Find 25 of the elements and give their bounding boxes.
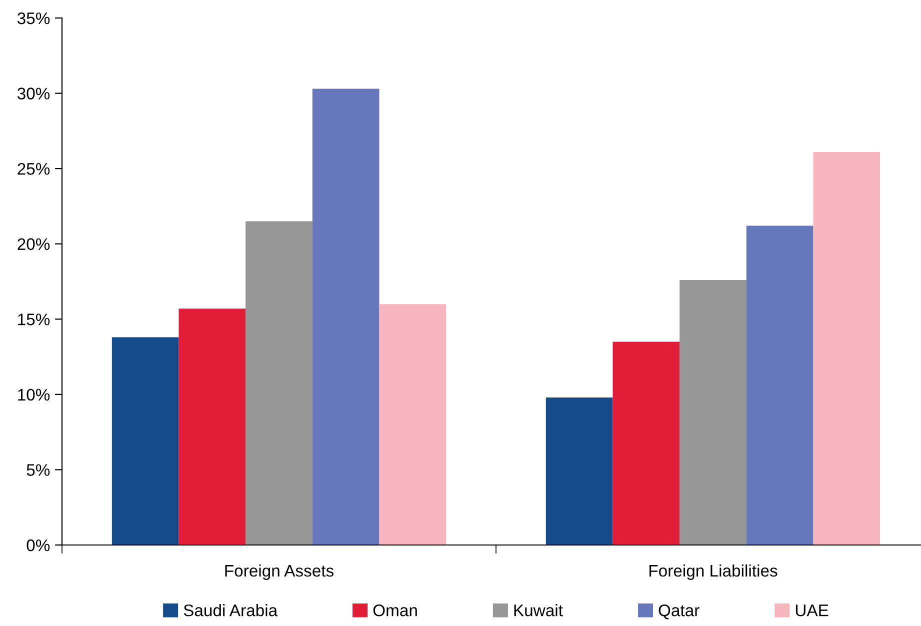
legend-label: Kuwait [514, 604, 563, 616]
bar [746, 226, 814, 545]
bar [112, 337, 179, 545]
x-tick-label: Foreign Liabilities [650, 564, 778, 580]
legend-label: Oman [373, 604, 417, 616]
y-tick-label: 0% [26, 539, 50, 552]
y-tick-label: 35% [17, 12, 50, 24]
y-tick-label: 5% [26, 464, 50, 476]
legend-label: UAE [796, 604, 828, 616]
legend-label: Qatar [658, 604, 700, 620]
bar [178, 308, 246, 545]
y-tick-label: 20% [18, 238, 50, 250]
legend-label: Saudi Arabia [184, 604, 278, 616]
bar [546, 397, 613, 545]
x-tick-label: Foreign Assets [225, 564, 334, 580]
y-tick-label: 25% [18, 162, 50, 175]
bar [379, 304, 446, 545]
bar [813, 152, 880, 545]
bar [680, 280, 746, 545]
bar [612, 342, 680, 545]
bar [312, 88, 380, 545]
y-tick-label: 30% [17, 88, 50, 100]
bar [246, 221, 312, 545]
y-tick-label: 10% [18, 388, 50, 401]
y-tick-label: 15% [18, 314, 50, 326]
